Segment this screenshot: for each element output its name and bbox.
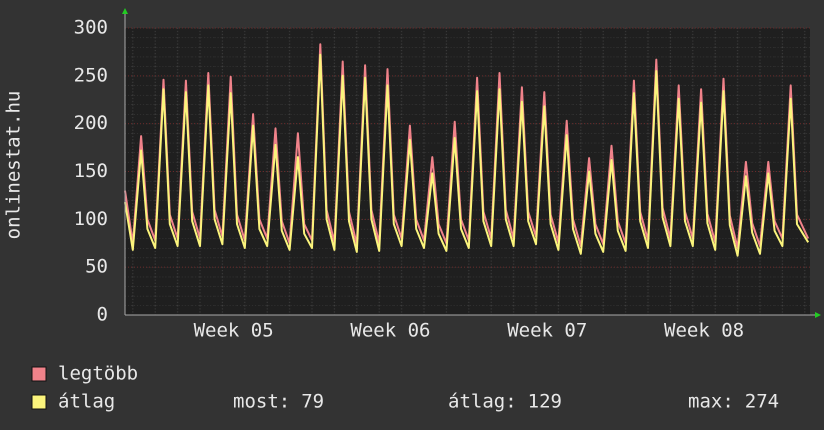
- y-tick-label: 250: [74, 64, 108, 86]
- stat-label: most:: [233, 391, 290, 413]
- y-tick-label: 100: [74, 208, 108, 230]
- stat-label: max:: [688, 391, 734, 413]
- y-tick-label: 0: [97, 304, 108, 326]
- stat-label: átlag:: [448, 391, 517, 413]
- x-tick-label: Week 08: [664, 320, 744, 342]
- x-tick-label: Week 07: [507, 320, 587, 342]
- labels: 0 50 100 150 200 250 300 Week 05 Week 06 Week 07 W…: [74, 17, 744, 342]
- stat-value: 79: [301, 391, 324, 413]
- y-tick-label: 150: [74, 160, 108, 182]
- lines: [124, 43, 810, 257]
- y-tick-label: 200: [74, 112, 108, 134]
- x-arrow: [815, 312, 821, 318]
- y-tick-label: 300: [74, 17, 108, 39]
- series-line: [124, 53, 810, 257]
- y-tick-label: 50: [85, 256, 108, 278]
- legend-swatch: [31, 394, 47, 410]
- legend-swatch: [31, 366, 47, 382]
- legend-label: átlag: [58, 391, 115, 413]
- legend-label: legtöbb: [58, 363, 138, 385]
- stat-value: 129: [528, 391, 562, 413]
- stat-value: 274: [745, 391, 779, 413]
- x-tick-label: Week 05: [194, 320, 274, 342]
- x-tick-label: Week 06: [350, 320, 430, 342]
- y-axis-label: onlinestat.hu: [3, 91, 25, 240]
- series-line: [124, 43, 810, 249]
- y-arrow: [122, 8, 128, 14]
- legend: legtöbb átlag most: 79 átlag: 129 max: 274: [31, 363, 779, 413]
